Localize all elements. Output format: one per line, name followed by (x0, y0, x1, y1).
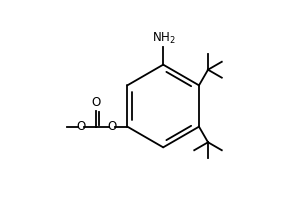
Text: O: O (108, 120, 117, 133)
Text: O: O (76, 120, 85, 133)
Text: O: O (92, 96, 101, 109)
Text: NH$_2$: NH$_2$ (152, 31, 176, 46)
